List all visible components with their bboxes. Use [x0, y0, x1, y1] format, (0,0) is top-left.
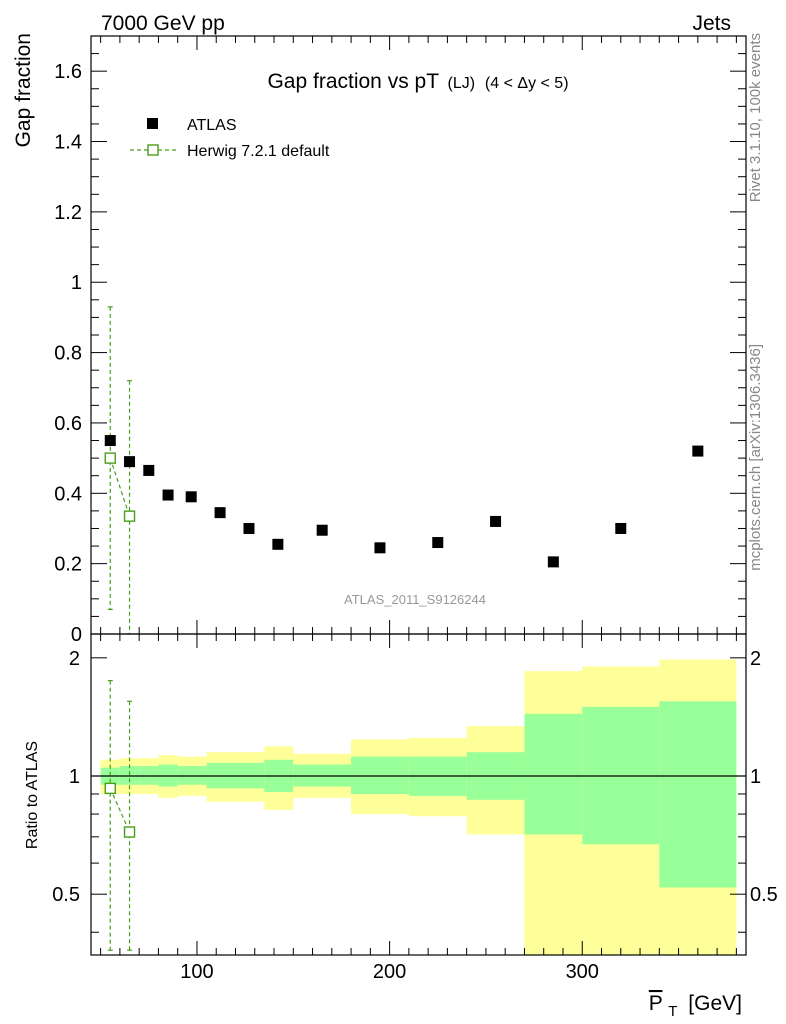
x-axis-label-var: P [649, 992, 663, 1015]
main-mc-series [104, 306, 136, 635]
chart-title-main: Gap fraction vs pT [267, 70, 439, 93]
ratio-uncertainty-bands [100, 659, 737, 955]
ratio-mc-line [109, 788, 131, 833]
ratio-mc-point-0 [104, 782, 116, 795]
main-mc-line [109, 457, 131, 517]
header-energy-label: 7000 GeV pp [101, 12, 225, 35]
ratio-stat-band-14 [659, 701, 737, 888]
mcplots-label: mcplots.cern.ch [arXiv:1306.3436] [747, 344, 764, 571]
x-axis-label: P T [GeV] [649, 992, 742, 1021]
atlas-point-5 [214, 507, 226, 519]
legend-atlas-label: ATLAS [187, 117, 237, 134]
legend-atlas-marker [147, 118, 158, 129]
ratio-tick-label-left-0: 0.5 [52, 884, 80, 906]
atlas-point-1 [124, 456, 136, 468]
legend: ATLAS Herwig 7.2.1 default [130, 117, 330, 160]
y-tick-label-2: 0.4 [54, 483, 82, 505]
main-mc-point-1 [123, 510, 136, 522]
atlas-point-0 [104, 435, 116, 447]
y-tick-label-6: 1.2 [54, 202, 82, 224]
atlas-point-6 [243, 522, 255, 534]
main-mc-point-0 [104, 452, 116, 464]
x-tick-label-1: 200 [373, 961, 406, 983]
ratio-axis-label: Ratio to ATLAS [24, 741, 41, 849]
y-tick-label-0: 0 [71, 624, 82, 646]
atlas-point-4 [185, 491, 197, 503]
ratio-mc-point-1 [123, 826, 136, 838]
atlas-point-11 [490, 515, 502, 527]
x-tick-label-2: 300 [566, 961, 599, 983]
axes: 100 200 300 0 0.2 0.4 0.6 0.8 1 1.2 1.4 1.6 0.5 0.5 1 1… [52, 35, 778, 983]
atlas-point-12 [547, 556, 559, 568]
legend-herwig-label: Herwig 7.2.1 default [187, 143, 330, 160]
atlas-point-7 [272, 538, 284, 550]
x-axis-label-sub: T [668, 1003, 677, 1020]
atlas-point-2 [143, 464, 155, 476]
y-axis-label: Gap fraction [12, 33, 35, 147]
chart-title-sub: (LJ) [448, 75, 476, 92]
x-axis-label-unit: [GeV] [688, 992, 742, 1015]
y-tick-label-1: 0.2 [54, 554, 82, 576]
atlas-point-13 [615, 522, 627, 534]
rivet-version-label: Rivet 3.1.10, 100k events [747, 33, 764, 202]
ratio-stat-band-9 [351, 756, 409, 794]
ratio-panel-frame [90, 633, 747, 956]
atlas-point-10 [432, 537, 444, 549]
ratio-tick-label-left-2: 2 [69, 648, 80, 670]
ratio-tick-label-right-2: 2 [750, 648, 761, 670]
y-tick-label-8: 1.6 [54, 61, 82, 83]
ratio-stat-band-12 [524, 713, 583, 835]
ratio-mc-series [104, 679, 136, 951]
legend-herwig-marker [147, 144, 159, 156]
atlas-point-8 [316, 524, 328, 536]
atlas-point-3 [162, 489, 174, 501]
y-tick-label-3: 0.6 [54, 413, 82, 435]
ratio-tick-label-left-1: 1 [69, 766, 80, 788]
x-tick-label-0: 100 [180, 961, 213, 983]
ratio-tick-label-right-1: 1 [750, 766, 761, 788]
atlas-point-9 [374, 542, 386, 554]
atlas-point-14 [692, 445, 704, 457]
y-tick-label-4: 0.8 [54, 343, 82, 365]
main-atlas-series [104, 435, 704, 568]
analysis-label: ATLAS_2011_S9126244 [344, 592, 486, 607]
chart-title-range: (4 < Δy < 5) [485, 75, 569, 92]
y-tick-label-5: 1 [71, 272, 82, 294]
ratio-tick-label-right-0: 0.5 [750, 884, 778, 906]
y-tick-label-7: 1.4 [54, 132, 82, 154]
chart-title: Gap fraction vs pT (LJ) (4 < Δy < 5) [267, 70, 568, 93]
header-jets-label: Jets [692, 12, 731, 35]
